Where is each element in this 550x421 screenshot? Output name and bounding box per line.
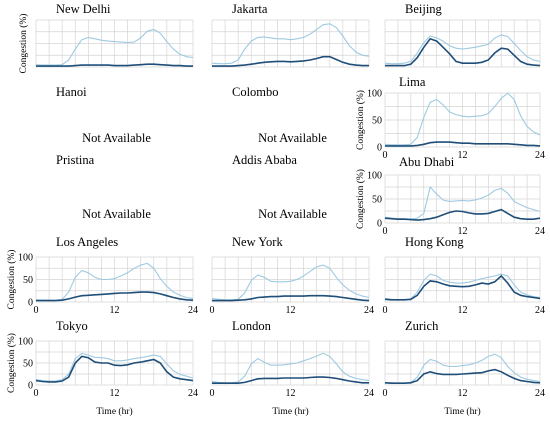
panel-pristina: Pristina Not Available [56, 153, 151, 221]
x-tick-label: 0 [383, 150, 388, 161]
not-available-label-colombo: Not Available [258, 131, 327, 145]
not-available-label-pristina: Not Available [82, 207, 151, 221]
x-tick-label: 12 [458, 226, 468, 237]
x-axis-label: Time (hr) [444, 406, 480, 417]
x-tick-label: 0 [210, 388, 215, 399]
y-tick-label: 0 [377, 143, 382, 154]
y-tick-label: 50 [372, 116, 382, 127]
y-tick-label: 0 [28, 381, 33, 392]
series-line-light-beijing [384, 34, 541, 65]
series-line-dark-zurich [384, 368, 541, 384]
series-line-light-new-delhi [35, 28, 194, 66]
x-axis-label: Time (hr) [96, 406, 132, 417]
panel-new-york: New York 0 12 24 [210, 235, 375, 316]
panel-zurich: Zurich 0 12 24 [383, 319, 546, 399]
panel-abu-dhabi: Abu Dhabi 0 50 100 0 12 24 Congestion (%) [355, 155, 545, 237]
panel-title-los-angeles: Los Angeles [56, 235, 118, 249]
panel-los-angeles: Los Angeles 0 50 100 0 12 24 Congestion (%) [6, 235, 198, 316]
y-tick-label: 50 [23, 275, 33, 286]
x-tick-label: 24 [535, 388, 545, 399]
panel-title-hong-kong: Hong Kong [405, 235, 464, 249]
series-line-light-lima [384, 92, 541, 146]
panel-title-pristina: Pristina [56, 153, 95, 167]
panel-jakarta: Jakarta [211, 2, 370, 68]
series-line-light-los-angeles [35, 262, 194, 301]
x-tick-label: 12 [110, 305, 120, 316]
y-tick-label: 100 [18, 253, 33, 264]
panel-title-london: London [232, 319, 272, 333]
y-tick-label: 100 [367, 171, 382, 182]
x-tick-label: 12 [458, 388, 468, 399]
x-tick-label: 0 [383, 305, 388, 316]
x-tick-label: 24 [364, 388, 374, 399]
x-tick-label: 12 [458, 150, 468, 161]
x-tick-label: 0 [34, 388, 39, 399]
series-line-light-london [211, 352, 370, 384]
series-line-dark-london [212, 376, 369, 384]
series-line-dark-beijing [385, 37, 541, 67]
panel-title-colombo: Colombo [232, 85, 279, 99]
panel-title-zurich: Zurich [405, 319, 439, 333]
series-line-dark-hong-kong [384, 274, 541, 301]
x-tick-label: 24 [535, 150, 545, 161]
y-axis-label-tokyo: Congestion (%) [6, 333, 17, 393]
panel-title-tokyo: Tokyo [56, 319, 88, 333]
x-tick-label: 0 [383, 388, 388, 399]
panel-beijing: Beijing [384, 2, 541, 68]
panel-title-beijing: Beijing [405, 2, 443, 16]
y-axis-label-abu-dhabi: Congestion (%) [355, 169, 366, 229]
x-tick-label: 0 [383, 226, 388, 237]
y-axis-label-lima: Congestion (%) [355, 90, 366, 150]
y-tick-label: 50 [23, 359, 33, 370]
x-tick-label: 24 [535, 226, 545, 237]
panel-london: London 0 12 24 [210, 319, 375, 399]
x-axis-label: Time (hr) [272, 406, 308, 417]
y-tick-label: 50 [372, 195, 382, 206]
x-tick-label: 24 [364, 305, 374, 316]
panel-title-addis-ababa: Addis Ababa [232, 153, 297, 167]
panel-title-jakarta: Jakarta [232, 2, 268, 16]
x-tick-label: 24 [188, 388, 198, 399]
panel-title-new-york: New York [232, 235, 283, 249]
not-available-label-addis-ababa: Not Available [258, 207, 327, 221]
panel-title-new-delhi: New Delhi [56, 2, 111, 16]
x-tick-label: 12 [286, 388, 296, 399]
series-line-light-jakarta [211, 23, 370, 65]
panel-colombo: Colombo Not Available [232, 85, 327, 145]
panel-lima: Lima 0 50 100 0 12 24 Congestion (%) [355, 75, 545, 161]
series-line-dark-tokyo [35, 355, 194, 383]
panel-title-hanoi: Hanoi [56, 85, 87, 99]
panel-hanoi: Hanoi Not Available [56, 85, 151, 145]
x-tick-label: 12 [286, 305, 296, 316]
x-tick-label: 0 [210, 305, 215, 316]
panel-title-lima: Lima [399, 75, 426, 89]
series-line-dark-new-delhi [36, 63, 193, 67]
y-tick-label: 0 [377, 219, 382, 230]
x-tick-label: 24 [535, 305, 545, 316]
x-tick-label: 0 [34, 305, 39, 316]
y-tick-label: 100 [18, 337, 33, 348]
series-line-dark-abu-dhabi [384, 208, 541, 221]
y-tick-label: 0 [28, 298, 33, 309]
panel-new-delhi: New Delhi Congestion (%) [18, 2, 194, 74]
series-line-light-tokyo [35, 352, 194, 382]
series-line-light-new-york [211, 264, 370, 301]
panel-tokyo: Tokyo 0 50 100 0 12 24 Congestion (%) [6, 319, 198, 399]
y-axis-label-new-delhi: Congestion (%) [18, 14, 29, 74]
x-tick-label: 24 [188, 305, 198, 316]
panel-addis-ababa: Addis Ababa Not Available [232, 153, 327, 221]
not-available-label-hanoi: Not Available [82, 131, 151, 145]
series-line-dark-los-angeles [36, 291, 194, 302]
x-tick-label: 12 [110, 388, 120, 399]
panel-title-abu-dhabi: Abu Dhabi [399, 155, 455, 169]
y-tick-label: 100 [367, 89, 382, 100]
series-line-dark-lima [385, 141, 541, 147]
series-line-dark-jakarta [212, 55, 369, 67]
panel-hong-kong: Hong Kong 0 12 24 [383, 235, 546, 316]
x-tick-label: 12 [458, 305, 468, 316]
series-line-dark-new-york [212, 294, 370, 302]
y-axis-label-los-angeles: Congestion (%) [6, 250, 17, 310]
